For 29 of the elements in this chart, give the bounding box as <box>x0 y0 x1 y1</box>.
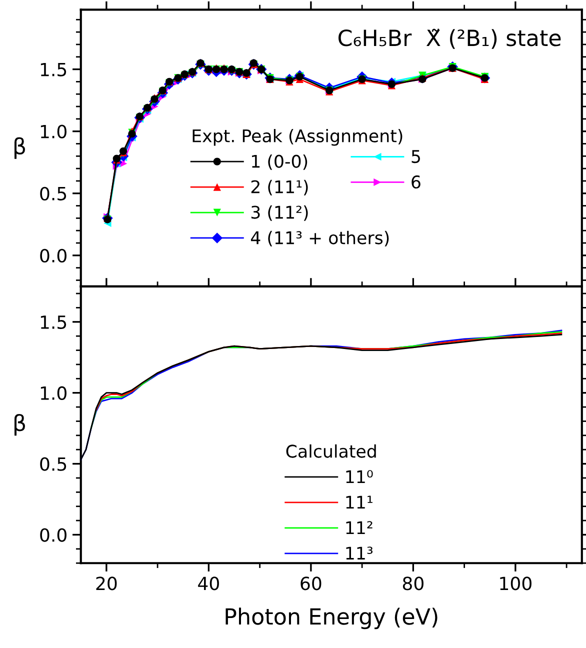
legend-label: 11³ <box>346 546 373 560</box>
legend-label: 2 (11¹) <box>251 180 308 196</box>
x-tick-label: 40 <box>198 576 219 590</box>
y-tick-label: 0.0 <box>40 528 66 542</box>
x-tick-label: 20 <box>96 576 117 590</box>
y-tick-label: 1.0 <box>40 124 66 138</box>
x-tick-label: 80 <box>402 576 424 590</box>
legend-label: 11² <box>346 521 372 534</box>
y-tick-label: 1.5 <box>40 62 66 76</box>
legend-title: Expt. Peak (Assignment) <box>192 128 402 146</box>
text: C₆H₅Br X̃ (²B₁) state <box>338 28 561 49</box>
y-axis-title: β <box>14 137 26 159</box>
x-tick-label: 60 <box>300 576 322 590</box>
y-tick-label: 0.5 <box>40 186 66 200</box>
legend-label: 3 (11²) <box>251 205 308 221</box>
legend-label: 6 <box>412 175 420 189</box>
legend-label: 11¹ <box>346 496 372 509</box>
x-tick-label: 100 <box>500 576 532 590</box>
legend-title: Calculated <box>286 444 376 458</box>
x-axis-title: Photon Energy (eV) <box>226 608 438 630</box>
y-tick-label: 0.0 <box>40 248 66 263</box>
y-tick-label: 1.0 <box>40 386 66 400</box>
y-tick-label: 0.5 <box>40 457 66 471</box>
legend-label: 1 (0-0) <box>252 154 308 170</box>
legend-label: 5 <box>412 150 420 164</box>
y-axis-title: β <box>14 414 26 436</box>
y-tick-label: 1.5 <box>40 316 66 330</box>
legend-label: 11⁰ <box>346 470 373 484</box>
legend-label: 4 (11³ + others) <box>250 230 389 246</box>
